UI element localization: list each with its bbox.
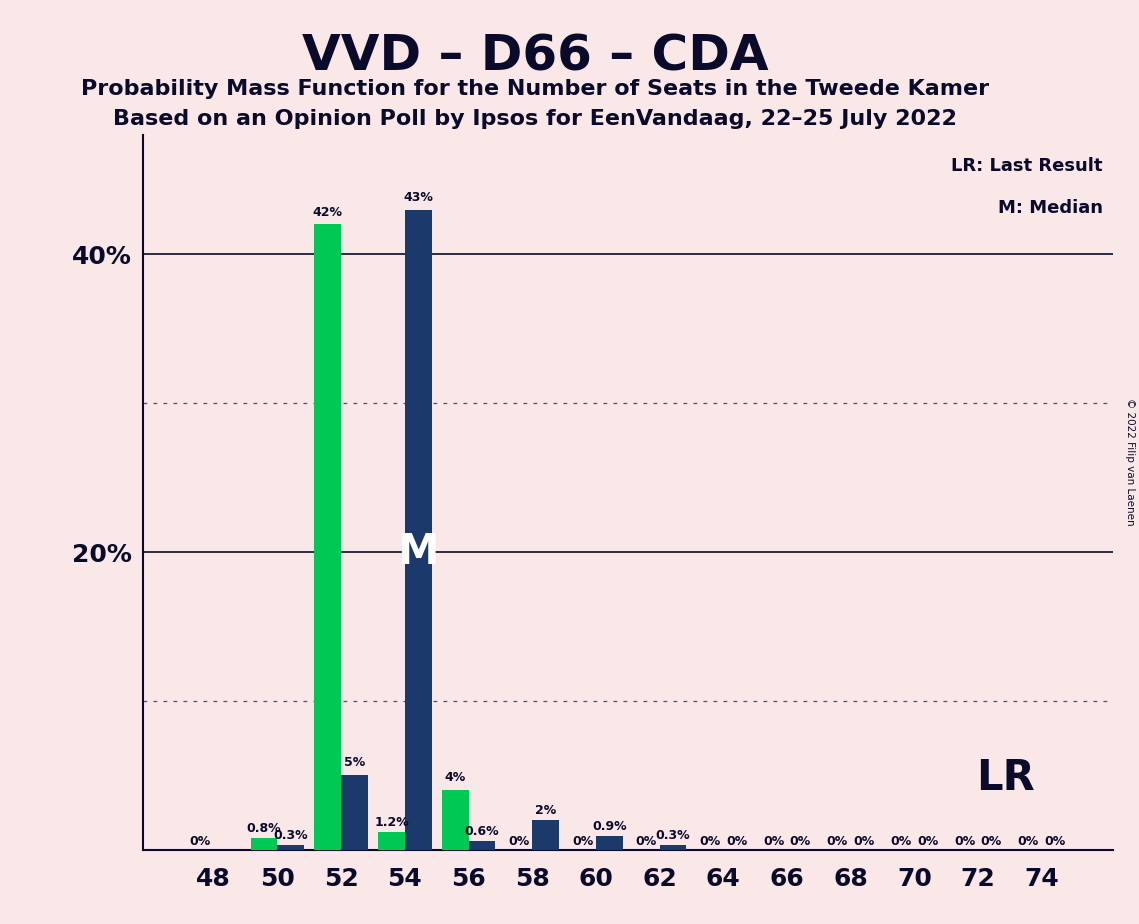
- Text: 4%: 4%: [444, 772, 466, 784]
- Text: M: M: [398, 531, 439, 573]
- Text: 0%: 0%: [891, 834, 911, 847]
- Bar: [278, 845, 304, 850]
- Text: 0%: 0%: [190, 834, 211, 847]
- Text: 43%: 43%: [403, 190, 433, 203]
- Bar: [404, 210, 432, 850]
- Text: M: Median: M: Median: [998, 200, 1103, 217]
- Bar: [378, 832, 404, 850]
- Text: 0%: 0%: [763, 834, 785, 847]
- Text: 0.6%: 0.6%: [465, 825, 499, 838]
- Bar: [596, 836, 623, 850]
- Bar: [314, 225, 342, 850]
- Text: 0%: 0%: [917, 834, 939, 847]
- Text: 0%: 0%: [508, 834, 530, 847]
- Text: Based on an Opinion Poll by Ipsos for EenVandaag, 22–25 July 2022: Based on an Opinion Poll by Ipsos for Ee…: [114, 109, 957, 129]
- Bar: [468, 841, 495, 850]
- Text: Probability Mass Function for the Number of Seats in the Tweede Kamer: Probability Mass Function for the Number…: [81, 79, 990, 99]
- Text: 0%: 0%: [789, 834, 811, 847]
- Text: 0%: 0%: [699, 834, 721, 847]
- Text: VVD – D66 – CDA: VVD – D66 – CDA: [302, 32, 769, 80]
- Text: 0%: 0%: [636, 834, 657, 847]
- Text: 0.3%: 0.3%: [273, 830, 309, 843]
- Text: 0%: 0%: [572, 834, 593, 847]
- Bar: [342, 775, 368, 850]
- Text: 5%: 5%: [344, 757, 366, 770]
- Text: 0%: 0%: [1018, 834, 1039, 847]
- Text: 0%: 0%: [853, 834, 875, 847]
- Text: 0%: 0%: [827, 834, 847, 847]
- Text: LR: Last Result: LR: Last Result: [951, 156, 1103, 175]
- Text: 2%: 2%: [535, 804, 556, 817]
- Bar: [442, 790, 468, 850]
- Text: 0.9%: 0.9%: [592, 821, 626, 833]
- Text: 0%: 0%: [981, 834, 1002, 847]
- Text: 0.8%: 0.8%: [247, 822, 281, 835]
- Text: 0%: 0%: [726, 834, 747, 847]
- Text: 42%: 42%: [313, 205, 343, 218]
- Bar: [659, 845, 687, 850]
- Text: LR: LR: [976, 758, 1035, 799]
- Text: 1.2%: 1.2%: [374, 816, 409, 829]
- Text: 0.3%: 0.3%: [656, 830, 690, 843]
- Bar: [251, 838, 278, 850]
- Text: 0%: 0%: [954, 834, 975, 847]
- Text: 0%: 0%: [1044, 834, 1066, 847]
- Text: © 2022 Filip van Laenen: © 2022 Filip van Laenen: [1125, 398, 1134, 526]
- Bar: [532, 821, 559, 850]
